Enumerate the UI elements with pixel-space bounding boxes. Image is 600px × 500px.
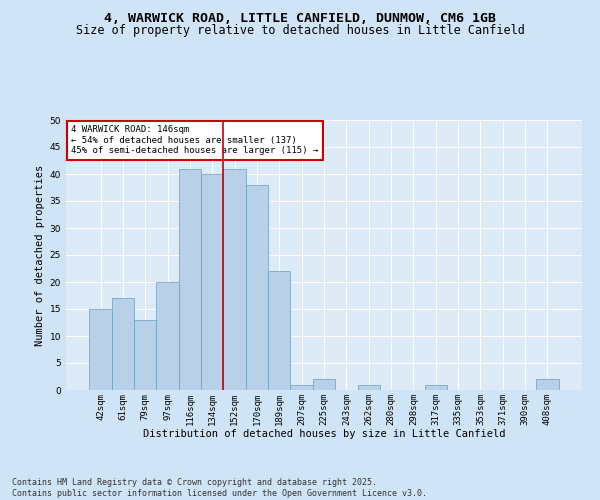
Bar bbox=[157, 282, 179, 390]
Bar bbox=[134, 320, 157, 390]
Bar bbox=[201, 174, 223, 390]
Bar bbox=[313, 379, 335, 390]
X-axis label: Distribution of detached houses by size in Little Canfield: Distribution of detached houses by size … bbox=[143, 429, 505, 439]
Bar bbox=[268, 271, 290, 390]
Bar bbox=[358, 384, 380, 390]
Bar bbox=[89, 309, 112, 390]
Bar bbox=[246, 185, 268, 390]
Text: Contains HM Land Registry data © Crown copyright and database right 2025.
Contai: Contains HM Land Registry data © Crown c… bbox=[12, 478, 427, 498]
Bar bbox=[290, 384, 313, 390]
Bar bbox=[425, 384, 447, 390]
Bar bbox=[223, 168, 246, 390]
Bar bbox=[179, 168, 201, 390]
Text: 4 WARWICK ROAD: 146sqm
← 54% of detached houses are smaller (137)
45% of semi-de: 4 WARWICK ROAD: 146sqm ← 54% of detached… bbox=[71, 126, 319, 155]
Bar bbox=[536, 379, 559, 390]
Text: Size of property relative to detached houses in Little Canfield: Size of property relative to detached ho… bbox=[76, 24, 524, 37]
Bar bbox=[112, 298, 134, 390]
Y-axis label: Number of detached properties: Number of detached properties bbox=[35, 164, 46, 346]
Text: 4, WARWICK ROAD, LITTLE CANFIELD, DUNMOW, CM6 1GB: 4, WARWICK ROAD, LITTLE CANFIELD, DUNMOW… bbox=[104, 12, 496, 26]
